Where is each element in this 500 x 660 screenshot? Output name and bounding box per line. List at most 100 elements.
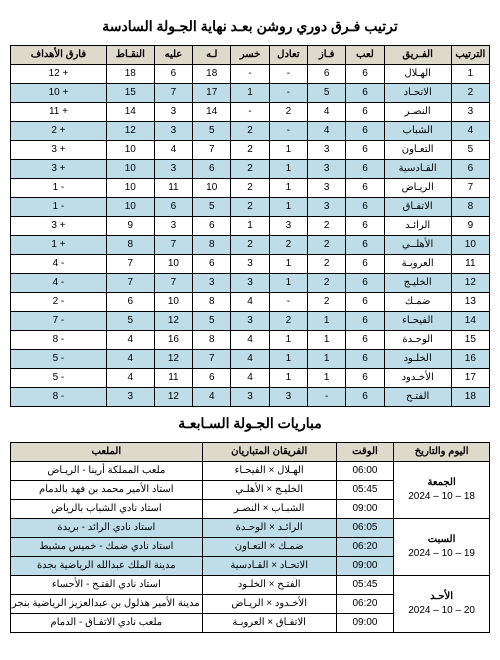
standings-cell: 12	[154, 350, 192, 369]
standings-cell: 9	[106, 217, 154, 236]
standings-header-9: فارق الأهداف	[11, 46, 107, 65]
standings-cell: 15	[106, 84, 154, 103]
standings-cell: 6	[346, 179, 384, 198]
standings-cell: 1	[269, 141, 307, 160]
standings-cell: 3	[269, 388, 307, 407]
standings-cell: 1 -	[11, 198, 107, 217]
standings-cell: العروبـة	[384, 255, 451, 274]
standings-cell: 8 -	[11, 331, 107, 350]
table-row: 16الخلـود611471245 -	[11, 350, 490, 369]
standings-cell: 12	[154, 388, 192, 407]
standings-cell: 6	[346, 350, 384, 369]
standings-cell: 18	[451, 388, 489, 407]
standings-cell: 4	[231, 369, 269, 388]
standings-cell: الفيحـاء	[384, 312, 451, 331]
standings-cell: 2	[451, 84, 489, 103]
standings-header-2: لعب	[346, 46, 384, 65]
table-row: 12الخليـج62133774 -	[11, 274, 490, 293]
standings-cell: 6	[346, 388, 384, 407]
fixture-time: 06:20	[336, 595, 393, 614]
standings-cell: 3	[231, 255, 269, 274]
fixture-row: الجمعة18 – 10 – 202406:00الهـلال × الفيح…	[11, 462, 490, 481]
standings-header-6: لـه	[193, 46, 231, 65]
standings-cell: 10 +	[11, 84, 107, 103]
fixture-time: 06:00	[336, 462, 393, 481]
table-row: 11العروبـة621361074 -	[11, 255, 490, 274]
standings-cell: 11	[451, 255, 489, 274]
table-row: 4الشباب64-253122 +	[11, 122, 490, 141]
table-row: 13ضمـك62-481062 -	[11, 293, 490, 312]
standings-cell: 17	[451, 369, 489, 388]
fixture-teams: الهـلال × الفيحـاء	[202, 462, 336, 481]
fixtures-header-0: اليوم والتاريخ	[394, 443, 490, 462]
standings-cell: 4	[154, 141, 192, 160]
standings-cell: 2 -	[11, 293, 107, 312]
standings-cell: 16	[451, 350, 489, 369]
standings-header-7: عليه	[154, 46, 192, 65]
standings-cell: 10	[451, 236, 489, 255]
standings-cell: 6	[346, 236, 384, 255]
standings-cell: 2	[231, 236, 269, 255]
standings-cell: الأهلــي	[384, 236, 451, 255]
standings-cell: 6	[193, 369, 231, 388]
standings-cell: 5	[308, 84, 346, 103]
table-row: 15الوحـدة611481648 -	[11, 331, 490, 350]
standings-cell: 7	[106, 274, 154, 293]
fixture-time: 05:45	[336, 481, 393, 500]
fixtures-title: مباريات الجـولة السـابعـة	[10, 415, 490, 432]
standings-cell: 3	[308, 141, 346, 160]
standings-cell: 1	[269, 255, 307, 274]
standings-cell: 8	[106, 236, 154, 255]
standings-cell: 5	[193, 312, 231, 331]
standings-cell: 1	[269, 369, 307, 388]
standings-cell: 6	[308, 65, 346, 84]
standings-cell: القـادسية	[384, 160, 451, 179]
fixture-venue: مدينة الملك عبدالله الرياضية بجدة	[11, 557, 203, 576]
standings-cell: 6	[346, 103, 384, 122]
standings-cell: 5 -	[11, 350, 107, 369]
standings-cell: 9	[451, 217, 489, 236]
standings-cell: 3	[193, 274, 231, 293]
standings-cell: 7	[154, 84, 192, 103]
standings-cell: 6	[193, 217, 231, 236]
standings-cell: 1	[269, 160, 307, 179]
table-row: 9الرائـد62316393 +	[11, 217, 490, 236]
standings-title: ترتيب فـرق دوري روشن بعـد نهاية الجـولة …	[10, 18, 490, 35]
fixture-day-cell: الجمعة18 – 10 – 2024	[394, 462, 490, 519]
standings-cell: 10	[154, 255, 192, 274]
standings-header-4: تعادل	[269, 46, 307, 65]
table-row: 10الأهلــي62228781 +	[11, 236, 490, 255]
standings-cell: 3	[231, 312, 269, 331]
fixture-venue: ملعب نادي الاتفـاق - الدمام	[11, 614, 203, 633]
standings-cell: 6	[346, 122, 384, 141]
standings-cell: 6	[346, 312, 384, 331]
standings-cell: 6	[346, 369, 384, 388]
standings-cell: 1 -	[11, 179, 107, 198]
standings-cell: الخلـود	[384, 350, 451, 369]
standings-cell: 2	[231, 179, 269, 198]
standings-cell: 8	[193, 293, 231, 312]
standings-cell: 13	[451, 293, 489, 312]
fixture-day-cell: الأحـد20 – 10 – 2024	[394, 576, 490, 633]
standings-cell: 1	[308, 369, 346, 388]
standings-cell: 11	[154, 179, 192, 198]
table-row: 14الفيحـاء612351257 -	[11, 312, 490, 331]
standings-cell: 16	[154, 331, 192, 350]
standings-cell: 6	[346, 255, 384, 274]
standings-cell: 1	[269, 274, 307, 293]
standings-cell: -	[231, 65, 269, 84]
standings-cell: 3 +	[11, 160, 107, 179]
standings-cell: 12	[106, 122, 154, 141]
table-row: 18الفتـح6-3341238 -	[11, 388, 490, 407]
standings-cell: 3 +	[11, 217, 107, 236]
fixture-time: 06:05	[336, 519, 393, 538]
standings-header-5: خسر	[231, 46, 269, 65]
standings-cell: 5	[451, 141, 489, 160]
standings-cell: -	[269, 65, 307, 84]
fixtures-header-3: الملعب	[11, 443, 203, 462]
standings-cell: الهـلال	[384, 65, 451, 84]
standings-cell: 1	[231, 217, 269, 236]
standings-cell: 6	[193, 160, 231, 179]
standings-cell: 6	[346, 141, 384, 160]
fixture-venue: استاد نادي الشباب بالرياض	[11, 500, 203, 519]
